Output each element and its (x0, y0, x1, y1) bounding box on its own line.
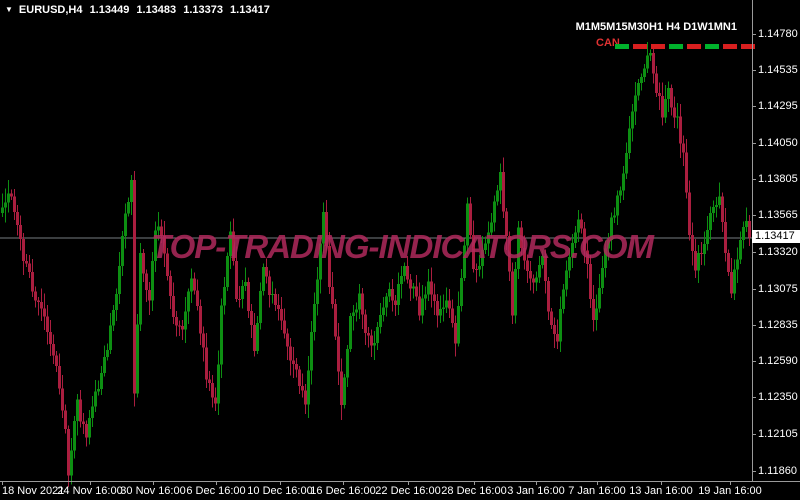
price-tick-label: 1.13075 (758, 282, 798, 295)
quote-open: 1.13449 (89, 4, 130, 16)
time-tick-mark (280, 481, 281, 485)
can-dash (705, 44, 719, 49)
time-tick-mark (90, 481, 91, 485)
time-tick-mark (153, 481, 154, 485)
price-tick-mark (752, 252, 756, 253)
time-tick-mark (597, 481, 598, 485)
price-tick-mark (752, 142, 756, 144)
can-indicator-dashes (615, 44, 759, 49)
price-tick-mark (752, 215, 756, 217)
time-tick-mark (536, 481, 537, 485)
current-price-label: 1.13417 (752, 230, 800, 244)
price-tick-mark (752, 33, 756, 35)
time-tick-mark (730, 481, 731, 485)
price-tick-label: 1.12590 (758, 355, 798, 368)
time-tick-label: 7 Jan 16:00 (568, 485, 626, 497)
time-axis-border (0, 481, 800, 482)
price-tick-label: 1.14780 (758, 27, 798, 40)
price-tick-label: 1.14295 (758, 100, 798, 113)
time-tick-label: 16 Dec 16:00 (310, 485, 376, 497)
time-tick-label: 24 Nov 16:00 (57, 485, 123, 497)
price-tick-label: 1.13320 (758, 246, 798, 258)
time-tick-label: 3 Jan 16:00 (507, 485, 565, 497)
watermark: TOP-TRADING-INDICATORS.COM (151, 228, 654, 265)
symbol-dropdown-icon[interactable]: ▼ (5, 5, 13, 14)
time-tick-mark (216, 481, 217, 485)
price-tick-mark (752, 106, 756, 108)
price-tick-label: 1.11860 (758, 464, 797, 477)
price-tick-label: 1.14050 (758, 136, 798, 149)
price-tick-mark (752, 433, 756, 435)
quote-low: 1.13373 (183, 4, 223, 16)
price-tick-label: 1.13805 (758, 173, 798, 186)
price-tick-mark (752, 324, 756, 326)
can-dash (741, 44, 755, 49)
price-tick-mark (752, 179, 756, 181)
time-tick-mark (343, 481, 344, 485)
can-dash (651, 44, 665, 49)
timeframe-switcher[interactable]: M1M5M15M30H1 H4 D1W1MN1 (575, 21, 737, 33)
quote-close: 1.13417 (230, 4, 270, 16)
time-tick-mark (2, 481, 3, 485)
price-tick-label: 1.14535 (758, 64, 798, 77)
time-tick-label: 30 Nov 16:00 (120, 485, 186, 497)
time-tick-label: 6 Dec 16:00 (186, 485, 246, 497)
time-tick-mark (661, 481, 662, 485)
price-tick-label: 1.12105 (758, 427, 798, 440)
price-tick-mark (752, 397, 756, 399)
time-tick-mark (474, 481, 475, 485)
time-tick-label: 19 Jan 16:00 (698, 485, 762, 497)
price-tick-mark (752, 361, 756, 363)
can-dash (687, 44, 701, 49)
can-indicator-label: CAN (596, 37, 620, 49)
time-tick-label: 22 Dec 16:00 (375, 485, 441, 497)
quote-high: 1.13483 (136, 4, 177, 16)
symbol-info: ▼ EURUSD,H4 1.13449 1.13483 1.13373 1.134… (5, 4, 274, 16)
price-tick-label: 1.12835 (758, 318, 798, 331)
can-dash (633, 44, 647, 49)
symbol-label: EURUSD,H4 (18, 4, 83, 16)
price-tick-mark (752, 470, 756, 472)
price-tick-mark (752, 70, 756, 72)
time-tick-label: 10 Dec 16:00 (247, 485, 313, 497)
can-dash (723, 44, 737, 49)
time-tick-label: 18 Nov 2021 (2, 485, 65, 497)
time-tick-label: 13 Jan 16:00 (629, 485, 693, 497)
time-tick-label: 28 Dec 16:00 (441, 485, 507, 497)
price-tick-label: 1.13565 (758, 209, 798, 222)
price-tick-label: 1.12350 (758, 391, 798, 404)
price-tick-mark (752, 288, 756, 290)
time-tick-mark (408, 481, 409, 485)
can-dash (615, 44, 629, 49)
can-dash (669, 44, 683, 49)
